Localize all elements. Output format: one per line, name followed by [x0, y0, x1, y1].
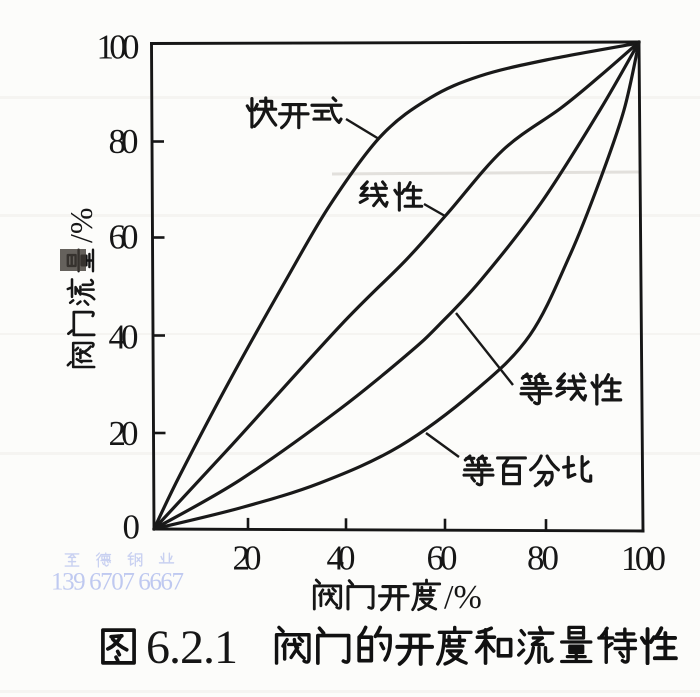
svg-text:/%: /%	[63, 207, 99, 243]
svg-text:60: 60	[427, 539, 458, 578]
svg-text:/%: /%	[444, 579, 482, 616]
svg-text:20: 20	[233, 539, 262, 578]
svg-text:20: 20	[109, 414, 139, 453]
svg-text:6.2.1: 6.2.1	[146, 621, 238, 674]
svg-text:139 6707 6667: 139 6707 6667	[51, 569, 184, 596]
svg-text:100: 100	[621, 539, 666, 578]
svg-text:40: 40	[109, 318, 139, 357]
svg-text:40: 40	[327, 539, 356, 578]
svg-text:80: 80	[109, 122, 139, 161]
svg-text:60: 60	[109, 218, 139, 257]
svg-text:0: 0	[123, 508, 141, 547]
svg-text:80: 80	[527, 539, 559, 578]
svg-text:100: 100	[97, 28, 140, 67]
